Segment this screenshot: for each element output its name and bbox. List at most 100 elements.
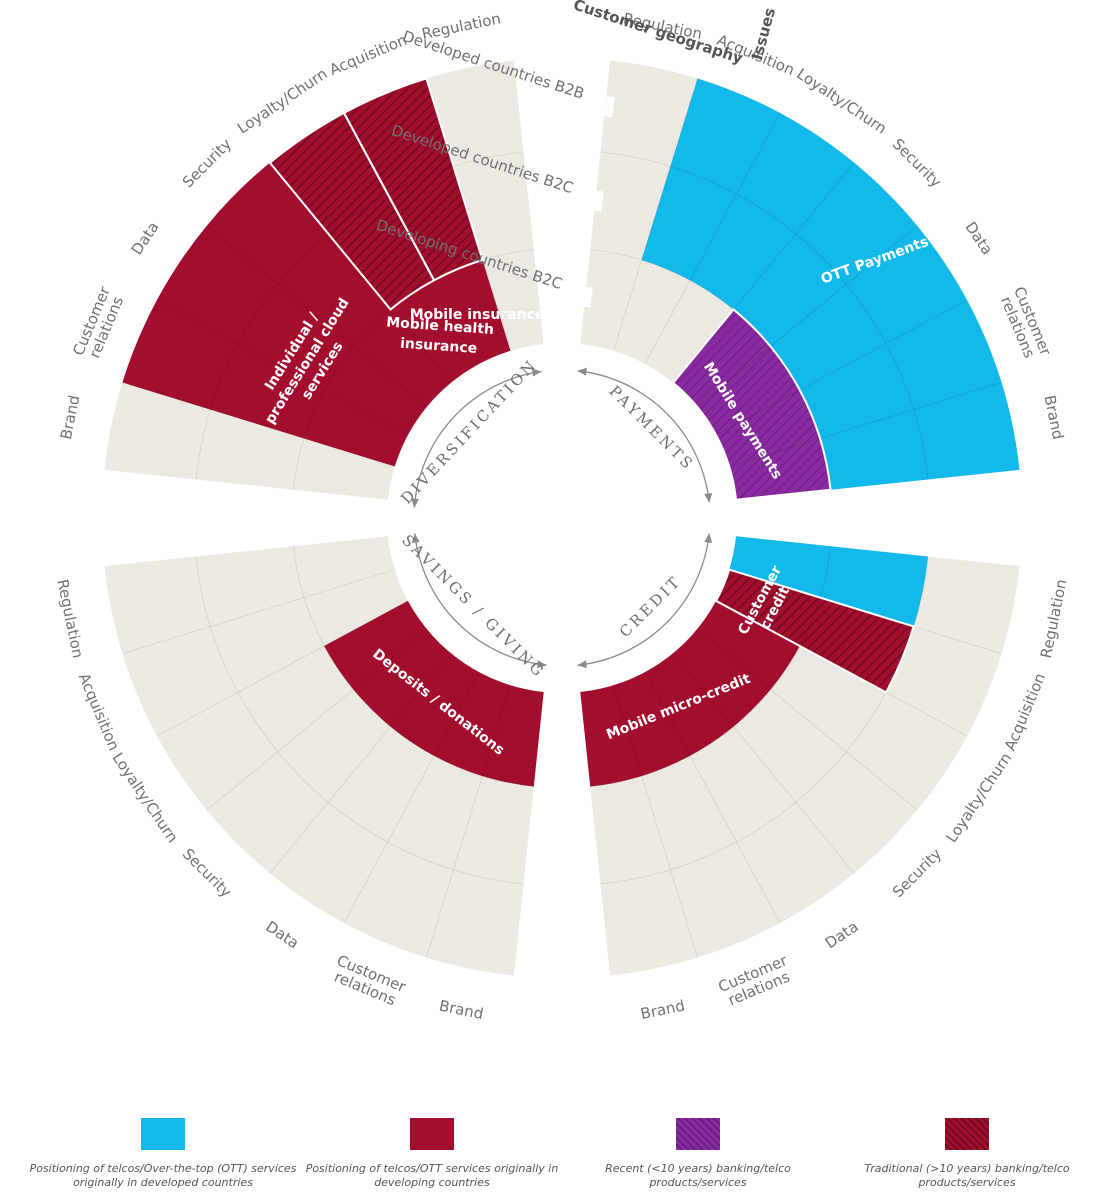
issue-label-tr: Customerrelations [995,284,1055,365]
geography-notch [593,190,604,212]
domain-label-credit: CREDIT [616,572,685,641]
radial-divider [613,685,699,958]
domain-label-payments: PAYMENTS [606,382,698,474]
grid-cell-tl [453,152,534,260]
grid-cell-tr [600,60,698,167]
issue-label-bl: Data [262,917,302,952]
grid-cell-tl [196,409,304,490]
domain-arc-diversification [413,370,542,508]
legend-text-cyan: Positioning of telcos/Over-the-top (OTT)… [29,1162,297,1189]
grid-cell-br [846,692,968,811]
grid-cell-br [736,802,855,924]
grid-cell-bl [293,536,395,598]
issue-label-tl: Customerrelations [69,283,129,364]
grid-cell-br [886,626,1002,736]
service-block-deposits [324,600,544,787]
issue-label-br: Customerrelations [716,951,797,1011]
service-block-micro-credit [580,600,800,787]
grid-cell-tr [580,249,642,351]
grid-cell-bl [210,597,325,693]
issue-label-tl: Brand [57,394,84,441]
radial-divider [206,628,428,811]
grid-cell-tr [613,260,690,364]
geography-notch [582,286,593,308]
service-block-cloud-inner [390,280,480,383]
domain-arrowhead [411,498,419,508]
service-block-ott-payments-brand [729,536,928,627]
radial-divider [644,112,781,365]
quadrant-gaps [582,96,615,308]
grid-cell-bl [196,546,304,627]
ring-divider [292,546,534,788]
domain-arc-savings [414,533,547,666]
grid-cell-br [689,726,796,843]
grid-cell-bl [453,776,534,884]
issue-label-br: Regulation [1037,578,1071,660]
issue-label-bl: Brand [438,997,485,1024]
grid-cell-br [641,755,737,870]
radial-divider [156,299,409,436]
service-block-mobile-payments-outline [671,308,832,501]
issue-label-br: Data [822,917,862,952]
grid-cell-tr [590,152,671,260]
grid-cell-tl [426,60,524,167]
legend-text-red: Positioning of telcos/OTT services origi… [305,1162,559,1189]
domain-arrows [411,367,713,669]
ring-divider [195,556,524,885]
radial-divider [343,671,480,924]
service-block-mobile-insurance-outline [342,77,484,282]
domain-arrowhead [537,660,547,669]
grid-cell-bl [122,626,238,736]
grid-cell-br [913,556,1020,654]
legend-item-red-hatch: Traditional (>10 years) banking/telco pr… [832,1118,1102,1190]
radial-divider [122,569,395,655]
domain-arrowhead [704,533,713,543]
legend-swatch-red [410,1118,454,1150]
legend-text-purple-hatch: Recent (<10 years) banking/telco product… [605,1162,791,1189]
grid-cell-br [670,842,780,958]
legend-item-cyan: Positioning of telcos/Over-the-top (OTT)… [28,1118,298,1190]
domain-arrowhead [577,660,587,669]
service-block-customer-credit-outline [714,568,915,694]
grid-cell-bl [206,751,329,874]
grid-cell-bl [104,556,211,654]
issue-label-tr: Security [889,135,945,191]
grid-cell-br [770,645,887,752]
ring-divider [195,151,524,480]
grid-cell-bl [426,869,524,976]
service-blocks [122,78,1020,787]
domain-arrowhead [577,367,587,376]
grid-cell-bl [304,569,408,646]
legend-swatch-red-hatch [945,1118,989,1150]
issue-label-tl: Loyalty/Churn [234,65,331,138]
issue-label-tr: Brand [1041,394,1068,441]
domain-arrowhead [531,368,542,377]
legend-swatch-cyan [141,1118,185,1150]
legend-item-red: Positioning of telcos/OTT services origi… [297,1118,567,1190]
service-label-insurance: Mobile insurance [410,307,545,323]
radial-divider [425,685,511,958]
geography-notch [604,96,615,118]
grid-cell-bl [344,842,454,958]
grid-cell-br [600,869,698,976]
issue-label-tl: Data [128,218,163,258]
radial-divider [644,671,781,924]
service-block-customer-credit [716,569,914,693]
grid-cell-bl [156,692,278,811]
issue-label-bl: Security [179,845,235,901]
grid-cell-tl [293,438,395,500]
legend-swatch-purple-hatch [676,1118,720,1150]
domain-arrowhead [704,493,713,503]
grid-cell-br [795,751,918,874]
service-block-mobile-payments [673,309,831,500]
issue-label-bl: Acquisition [75,670,123,753]
radial-divider [269,652,452,874]
issue-label-br: Security [889,845,945,901]
issue-label-br: Acquisition [1001,670,1049,753]
issue-label-tr: Loyalty/Churn [793,65,890,138]
grid-cell-bl [387,755,483,870]
issue-label-br: Loyalty/Churn [942,749,1015,846]
legend-item-purple-hatch: Recent (<10 years) banking/telco product… [563,1118,833,1190]
domain-arc-payments [577,370,710,503]
